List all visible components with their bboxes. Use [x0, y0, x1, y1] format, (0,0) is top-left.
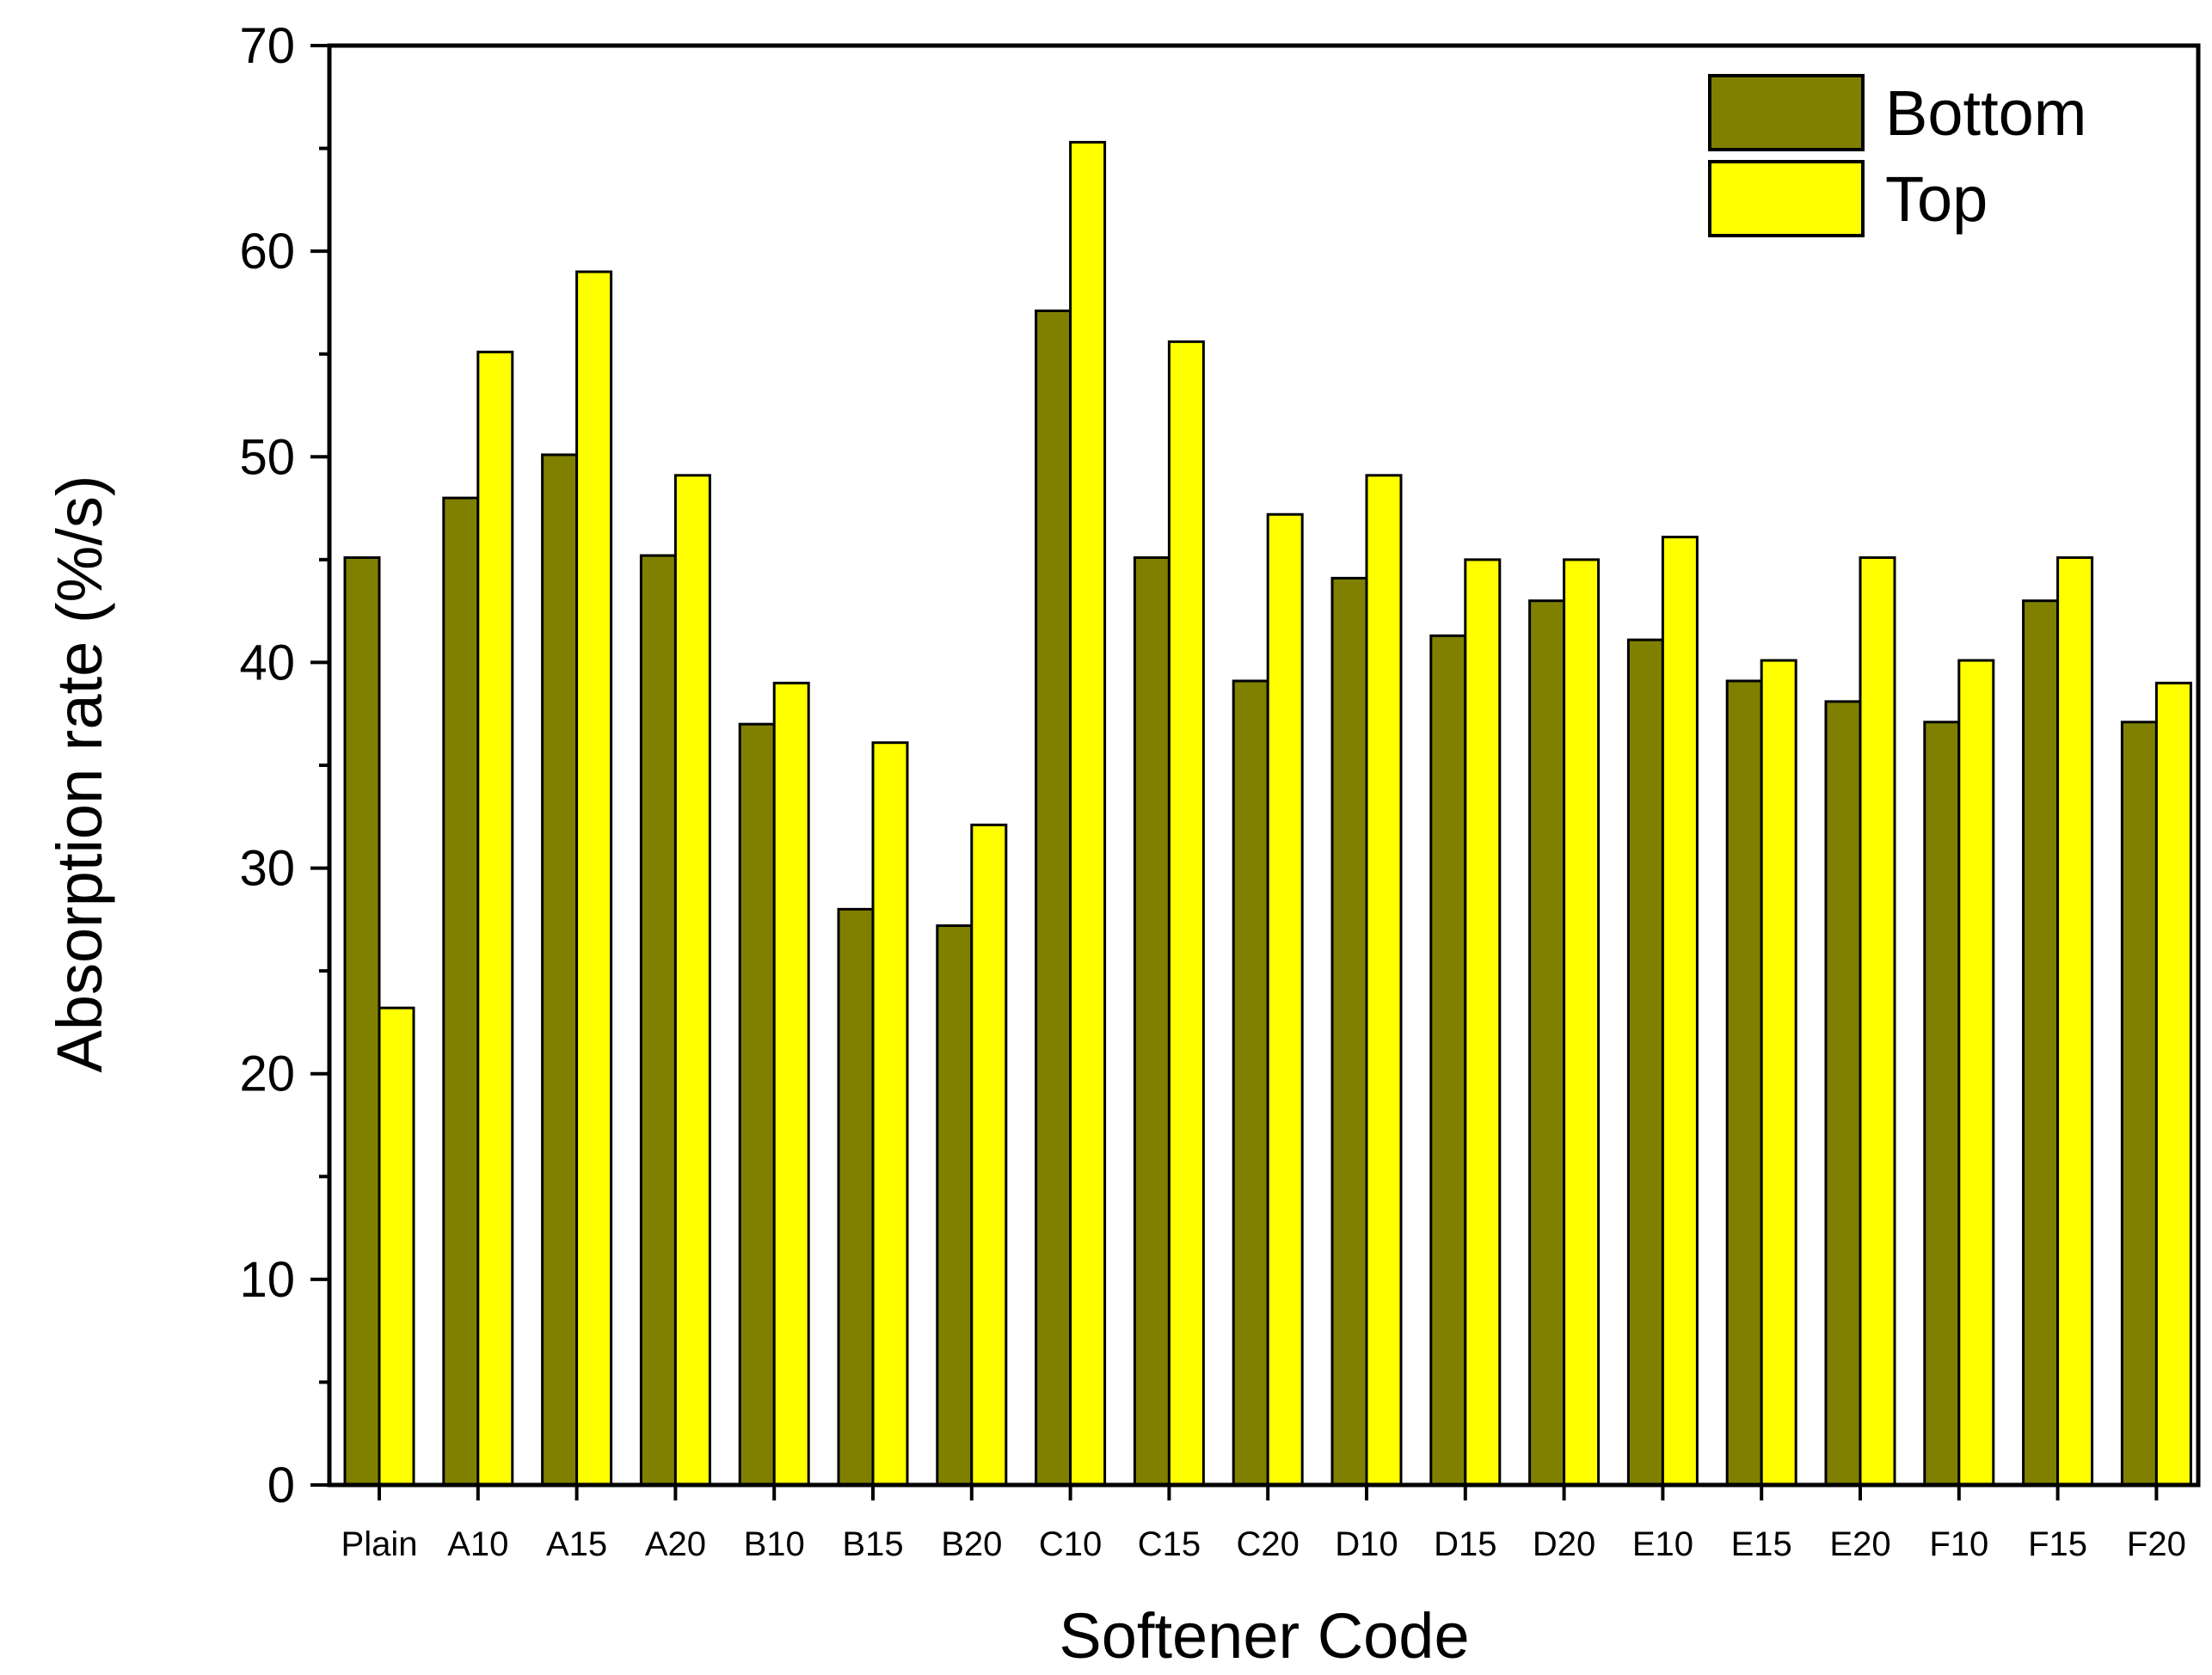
x-tick-label: E15: [1731, 1525, 1792, 1563]
bar-bottom-e10: [1626, 638, 1664, 1487]
y-tick-label: 50: [239, 429, 295, 485]
y-tick-label: 0: [267, 1457, 295, 1513]
bar-top-f10: [1957, 659, 1995, 1487]
bar-bottom-f20: [2120, 721, 2158, 1487]
bar-bottom-f15: [2022, 599, 2060, 1487]
bar-bottom-e20: [1824, 700, 1862, 1487]
y-tick-label: 10: [239, 1252, 295, 1308]
bar-top-f20: [2154, 681, 2192, 1487]
x-tick-label: F20: [2127, 1525, 2186, 1563]
y-tick-label: 40: [239, 635, 295, 690]
x-tick-label: D15: [1434, 1525, 1496, 1563]
x-tick-label: C15: [1138, 1525, 1201, 1563]
x-tick-label: F15: [2028, 1525, 2087, 1563]
legend-swatch-bottom: [1708, 74, 1865, 151]
x-tick-label: D20: [1533, 1525, 1595, 1563]
x-tick-label: E10: [1632, 1525, 1693, 1563]
x-tick-label: D10: [1335, 1525, 1398, 1563]
bar-top-a15: [575, 270, 613, 1487]
x-tick-label: F10: [1929, 1525, 1988, 1563]
legend-label-bottom: Bottom: [1885, 77, 2086, 149]
bar-top-a10: [476, 350, 514, 1487]
legend: Bottom Top: [1708, 74, 2086, 237]
x-tick-label: A15: [546, 1525, 607, 1563]
x-tick-label: A20: [645, 1525, 706, 1563]
bar-top-b15: [871, 741, 909, 1487]
x-tick-label: C20: [1237, 1525, 1300, 1563]
bar-bottom-c10: [1035, 309, 1072, 1487]
bar-top-d10: [1365, 474, 1403, 1487]
bar-top-d20: [1563, 558, 1601, 1487]
bar-top-c10: [1069, 140, 1107, 1487]
x-tick-label: A10: [447, 1525, 508, 1563]
y-tick-label: 20: [239, 1046, 295, 1102]
bar-top-b20: [970, 823, 1008, 1487]
x-axis-label: Softener Code: [1059, 1600, 1469, 1672]
legend-swatch-top: [1708, 160, 1865, 237]
y-tick-label: 30: [239, 841, 295, 897]
bar-top-c15: [1167, 340, 1205, 1487]
axes-group: Plain A10 A15 A20 B10 B15 B20 C10 C15 C20 D10 D15 D2…: [239, 18, 2201, 1563]
y-tick-label: 60: [239, 224, 295, 279]
x-tick-label: E20: [1829, 1525, 1890, 1563]
bar-bottom-d15: [1429, 634, 1467, 1487]
bar-bottom-f10: [1923, 721, 1961, 1487]
bar-top-c20: [1266, 512, 1304, 1487]
bar-top-e10: [1661, 536, 1699, 1487]
legend-label-top: Top: [1885, 163, 1988, 235]
bar-bottom-b15: [837, 907, 875, 1487]
bar-bottom-b20: [936, 924, 974, 1487]
x-tick-label: Plain: [341, 1525, 418, 1563]
bar-top-e15: [1760, 659, 1797, 1487]
bar-bottom-a20: [639, 554, 677, 1487]
x-tick-label: B20: [941, 1525, 1002, 1563]
y-tick-label: 70: [239, 18, 295, 74]
bar-bottom-e15: [1725, 679, 1763, 1487]
bar-top-plain: [378, 1006, 415, 1487]
bar-top-f15: [2056, 555, 2094, 1487]
x-tick-label: B15: [842, 1525, 903, 1563]
bar-top-b10: [772, 681, 810, 1487]
bar-top-e20: [1859, 555, 1896, 1487]
x-tick-label: C10: [1039, 1525, 1102, 1563]
bar-bottom-b10: [738, 722, 776, 1487]
bar-top-a20: [673, 474, 711, 1487]
bar-bottom-d10: [1330, 576, 1368, 1487]
bar-bottom-c15: [1133, 555, 1171, 1487]
bar-bottom-a10: [442, 496, 480, 1487]
x-tick-label: B10: [744, 1525, 805, 1563]
bar-bottom-c20: [1232, 679, 1269, 1487]
y-axis-label: Absorption rate (%/s): [44, 475, 115, 1072]
bars-group: [343, 140, 2192, 1487]
bar-top-d15: [1464, 558, 1502, 1487]
bar-bottom-d20: [1528, 599, 1566, 1487]
bar-bottom-plain: [343, 555, 381, 1487]
bar-bottom-a15: [541, 453, 579, 1487]
